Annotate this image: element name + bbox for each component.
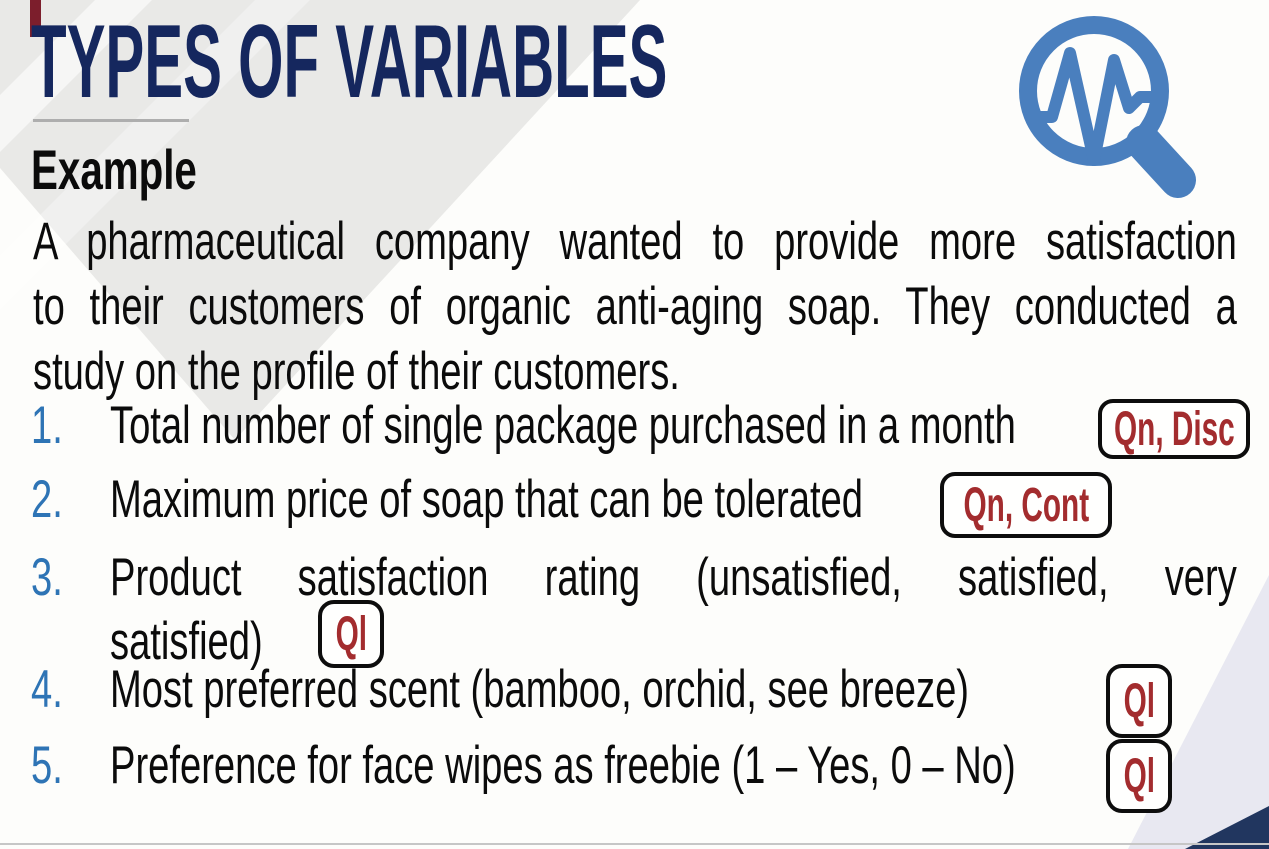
list-item-3-number: 3. xyxy=(31,548,63,607)
list-item-5-text: Preference for face wipes as freebie (1 … xyxy=(110,736,1016,795)
paragraph-line-1: A pharmaceutical company wanted to provi… xyxy=(33,212,1237,271)
list-item-4-text: Most preferred scent (bamboo, orchid, se… xyxy=(110,660,970,719)
list-item-1-number: 1. xyxy=(31,396,63,455)
badge-ql-5: Ql xyxy=(1106,739,1172,813)
list-item-5-number: 5. xyxy=(31,736,63,795)
pulse-magnifier-svg xyxy=(1019,16,1196,198)
red-ribbon-mark xyxy=(30,0,41,37)
list-item-3-text-line-1: Product satisfaction rating (unsatisfied… xyxy=(110,548,1237,607)
example-heading: Example xyxy=(31,138,197,201)
badge-ql-3: Ql xyxy=(318,600,384,668)
paragraph-line-3: study on the profile of their customers. xyxy=(33,342,680,401)
paragraph-line-2: to their customers of organic anti-aging… xyxy=(33,277,1237,336)
title-underline xyxy=(33,119,189,122)
pulse-magnifier-icon xyxy=(1002,5,1202,205)
badge-ql-4: Ql xyxy=(1106,664,1172,738)
list-item-4-number: 4. xyxy=(31,660,63,719)
list-item-2-text: Maximum price of soap that can be tolera… xyxy=(110,470,863,529)
bottom-border-line xyxy=(0,843,1269,845)
list-item-3-text-line-2: satisfied) xyxy=(110,612,263,671)
badge-qn-cont: Qn, Cont xyxy=(940,472,1112,538)
page-title: TYPES OF VARIABLES xyxy=(31,4,668,120)
list-item-2-number: 2. xyxy=(31,470,63,529)
badge-qn-disc: Qn, Disc xyxy=(1098,399,1250,459)
list-item-1-text: Total number of single package purchased… xyxy=(110,396,1016,455)
